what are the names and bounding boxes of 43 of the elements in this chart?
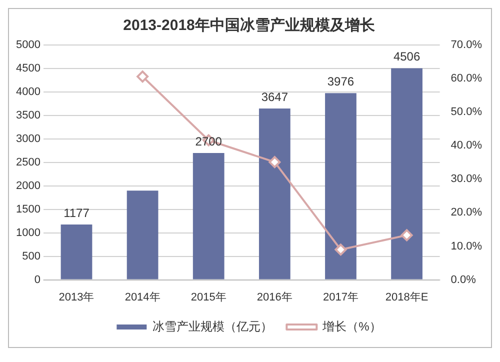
y2-tick-label: 0.0% (450, 274, 476, 286)
data-label: 1177 (64, 206, 90, 220)
x-tick-label: 2016年 (256, 291, 292, 304)
data-label: 4506 (393, 50, 420, 64)
y-tick-label: 2500 (16, 156, 40, 168)
x-tick-label: 2013年 (58, 291, 94, 304)
y-tick-label: 4500 (16, 62, 40, 75)
bar (126, 190, 158, 280)
y-tick-label: 3000 (16, 132, 40, 145)
y2-tick-label: 30.0% (450, 173, 482, 186)
legend-label: 增长（%） (322, 319, 382, 334)
y-tick-label: 4000 (16, 86, 40, 98)
y2-tick-label: 20.0% (450, 206, 482, 219)
y-tick-label: 0 (34, 274, 40, 286)
y-tick-label: 2000 (16, 180, 40, 192)
y-tick-label: 1500 (16, 203, 40, 216)
bar (192, 153, 224, 280)
x-tick-label: 2014年 (124, 291, 160, 304)
y2-tick-label: 50.0% (450, 106, 482, 118)
chart-title: 2013-2018年中国冰雪产业规模及增长 (123, 17, 376, 34)
data-label: 2700 (195, 134, 222, 148)
x-tick-label: 2018年E (385, 291, 428, 304)
bar (258, 108, 290, 280)
bar (60, 224, 92, 280)
y2-tick-label: 70.0% (450, 39, 482, 52)
y2-tick-label: 10.0% (450, 240, 482, 252)
y-tick-label: 1000 (16, 226, 40, 239)
bar (325, 93, 356, 280)
y2-tick-label: 40.0% (450, 140, 482, 152)
x-tick-label: 2015年 (190, 291, 226, 304)
data-label: 3647 (261, 90, 288, 104)
bar (391, 68, 422, 280)
data-label: 3976 (327, 74, 354, 88)
x-tick-label: 2017年 (322, 291, 358, 304)
y-tick-label: 3500 (16, 109, 40, 122)
y-tick-label: 500 (22, 250, 40, 262)
y-tick-label: 5000 (16, 39, 40, 52)
point (400, 229, 413, 242)
legend-label: 冰雪产业规模（亿元） (152, 319, 273, 334)
y2-tick-label: 60.0% (450, 72, 482, 85)
point (268, 156, 281, 168)
point (334, 244, 347, 256)
point (136, 70, 149, 83)
